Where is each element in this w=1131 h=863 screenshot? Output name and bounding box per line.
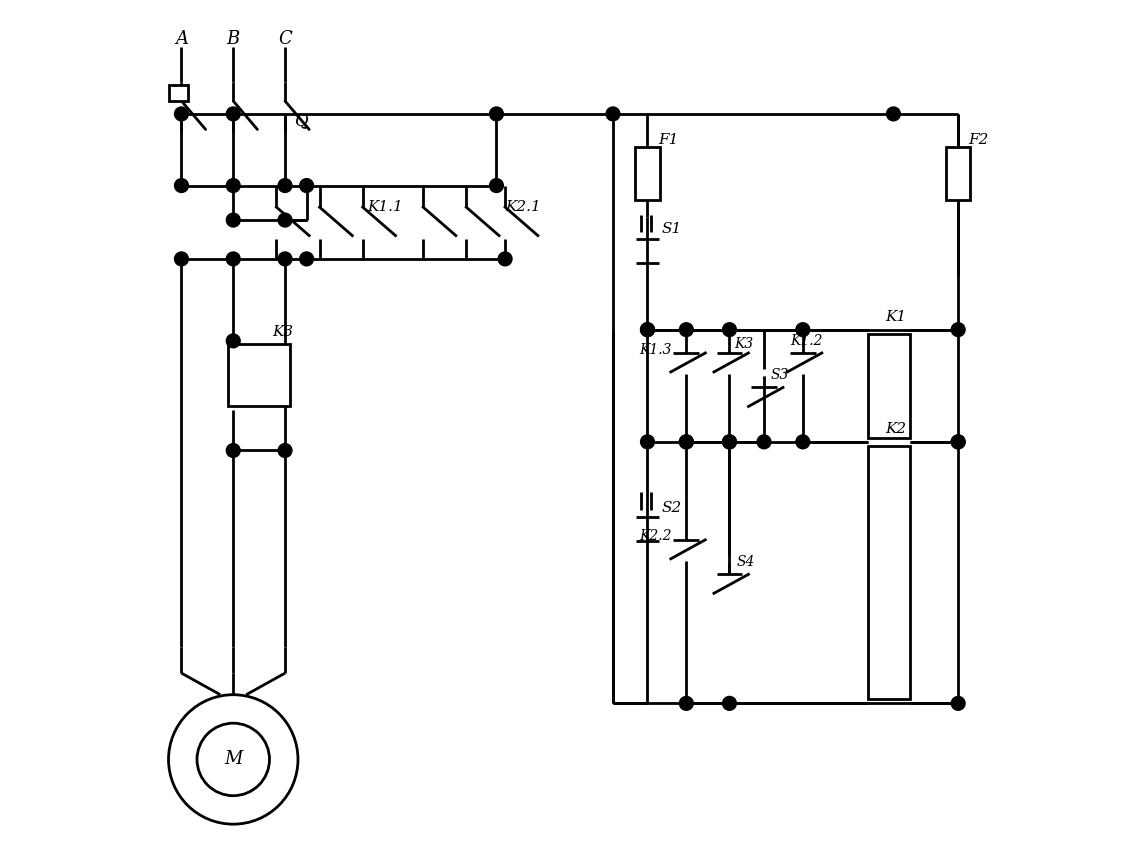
Text: K1.2: K1.2 (789, 334, 822, 348)
Circle shape (951, 696, 965, 710)
Circle shape (226, 444, 240, 457)
Circle shape (680, 435, 693, 449)
Text: M: M (224, 751, 242, 768)
Circle shape (680, 435, 693, 449)
Circle shape (278, 213, 292, 227)
Bar (869, 334, 909, 438)
Circle shape (226, 213, 240, 227)
Circle shape (951, 435, 965, 449)
Text: K3: K3 (273, 325, 293, 339)
Text: K1.1: K1.1 (368, 200, 403, 214)
Circle shape (278, 179, 292, 192)
Circle shape (640, 323, 655, 337)
Text: K1: K1 (886, 310, 907, 324)
Bar (170, 85, 189, 101)
Circle shape (278, 252, 292, 266)
Circle shape (226, 107, 240, 121)
Circle shape (951, 323, 965, 337)
Text: F1: F1 (658, 133, 679, 147)
Circle shape (174, 179, 189, 192)
Text: A: A (175, 30, 188, 47)
Text: K2: K2 (886, 422, 907, 436)
Circle shape (300, 252, 313, 266)
Text: K1.3: K1.3 (639, 343, 672, 356)
Circle shape (680, 323, 693, 337)
Circle shape (300, 179, 313, 192)
Circle shape (606, 107, 620, 121)
Text: S2: S2 (662, 501, 682, 515)
Circle shape (640, 435, 655, 449)
Circle shape (680, 696, 693, 710)
Circle shape (796, 435, 810, 449)
Bar (869, 446, 909, 699)
Circle shape (757, 435, 771, 449)
Text: C: C (278, 30, 292, 47)
Text: B: B (226, 30, 240, 47)
Text: S4: S4 (736, 555, 754, 570)
Text: K2.2: K2.2 (639, 529, 672, 544)
Text: S1: S1 (662, 222, 682, 236)
Text: K2.1: K2.1 (506, 200, 541, 214)
Circle shape (796, 323, 810, 337)
Circle shape (723, 323, 736, 337)
Circle shape (174, 252, 189, 266)
Circle shape (490, 107, 503, 121)
Circle shape (226, 179, 240, 192)
Circle shape (490, 179, 503, 192)
Text: S3: S3 (771, 369, 789, 382)
Circle shape (723, 435, 736, 449)
Circle shape (278, 444, 292, 457)
Circle shape (640, 323, 655, 337)
Text: Q: Q (295, 112, 309, 129)
Bar (228, 344, 291, 406)
Circle shape (887, 107, 900, 121)
Circle shape (498, 252, 512, 266)
Circle shape (723, 696, 736, 710)
Bar (947, 147, 970, 200)
Circle shape (723, 435, 736, 449)
Bar (636, 147, 659, 200)
Text: K3: K3 (735, 337, 754, 351)
Circle shape (951, 435, 965, 449)
Circle shape (226, 252, 240, 266)
Circle shape (226, 334, 240, 348)
Text: F2: F2 (968, 133, 988, 147)
Circle shape (174, 107, 189, 121)
